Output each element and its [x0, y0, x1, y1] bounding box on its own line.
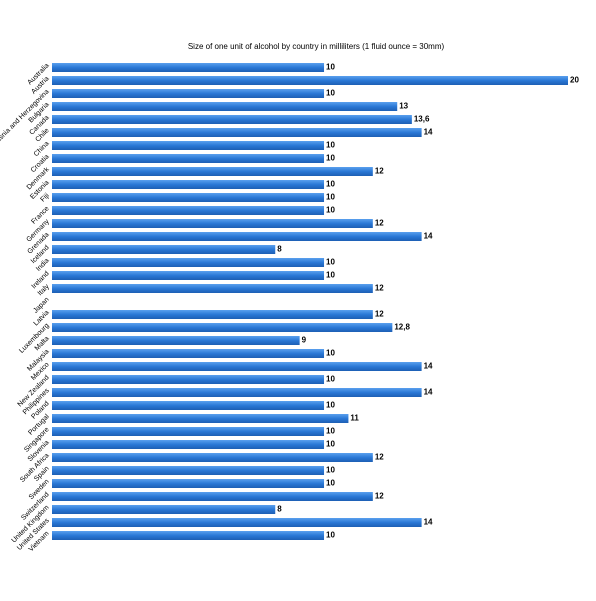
bar [52, 440, 325, 449]
value-label: 11 [350, 414, 359, 423]
bar [52, 76, 568, 85]
bar [52, 388, 422, 397]
bar [52, 63, 325, 72]
bar [52, 128, 422, 137]
value-label: 10 [326, 271, 335, 280]
bar [52, 531, 325, 540]
value-label: 10 [326, 193, 335, 202]
value-label: 12 [375, 219, 384, 228]
value-label: 10 [326, 154, 335, 163]
bar [52, 505, 276, 514]
bar [52, 323, 393, 332]
y-tick-label: Fiji [39, 192, 51, 204]
value-label: 10 [326, 258, 335, 267]
value-label: 10 [326, 89, 335, 98]
bar [52, 284, 373, 293]
value-label: 14 [424, 362, 433, 371]
bar [52, 492, 373, 501]
value-label: 10 [326, 427, 335, 436]
value-label: 12,8 [394, 323, 410, 332]
bar [52, 193, 325, 202]
value-label: 14 [424, 128, 433, 137]
value-label: 12 [375, 167, 384, 176]
bar [52, 206, 325, 215]
bar [52, 102, 398, 111]
bar [52, 518, 422, 527]
bar [52, 349, 325, 358]
bar [52, 180, 325, 189]
bar [52, 336, 300, 345]
bar [52, 271, 325, 280]
value-label: 10 [326, 206, 335, 215]
bar [52, 401, 325, 410]
bar [52, 141, 325, 150]
bar [52, 453, 373, 462]
y-tick-label: China [33, 140, 51, 158]
value-label: 12 [375, 492, 384, 501]
bar [52, 167, 373, 176]
value-label: 14 [424, 388, 433, 397]
bar [52, 375, 325, 384]
value-label: 10 [326, 440, 335, 449]
bar [52, 115, 412, 124]
value-label: 12 [375, 310, 384, 319]
bar [52, 219, 373, 228]
bar [52, 427, 325, 436]
value-label: 20 [570, 76, 579, 85]
value-label: 12 [375, 453, 384, 462]
value-label: 12 [375, 284, 384, 293]
chart-title: Size of one unit of alcohol by country i… [188, 42, 445, 51]
value-label: 8 [277, 245, 282, 254]
bar [52, 362, 422, 371]
value-label: 10 [326, 466, 335, 475]
value-label: 10 [326, 63, 335, 72]
bar [52, 89, 325, 98]
value-label: 10 [326, 531, 335, 540]
value-label: 10 [326, 479, 335, 488]
bar [52, 245, 276, 254]
bar [52, 479, 325, 488]
value-label: 10 [326, 141, 335, 150]
value-label: 14 [424, 232, 433, 241]
value-label: 13,6 [414, 115, 430, 124]
bar [52, 414, 349, 423]
bar [52, 258, 325, 267]
value-label: 9 [302, 336, 307, 345]
bar [52, 310, 373, 319]
value-label: 13 [399, 102, 408, 111]
value-label: 14 [424, 518, 433, 527]
bar [52, 154, 325, 163]
value-label: 10 [326, 349, 335, 358]
bar [52, 232, 422, 241]
value-label: 10 [326, 375, 335, 384]
value-label: 10 [326, 180, 335, 189]
value-label: 8 [277, 505, 282, 514]
bar [52, 466, 325, 475]
value-label: 10 [326, 401, 335, 410]
